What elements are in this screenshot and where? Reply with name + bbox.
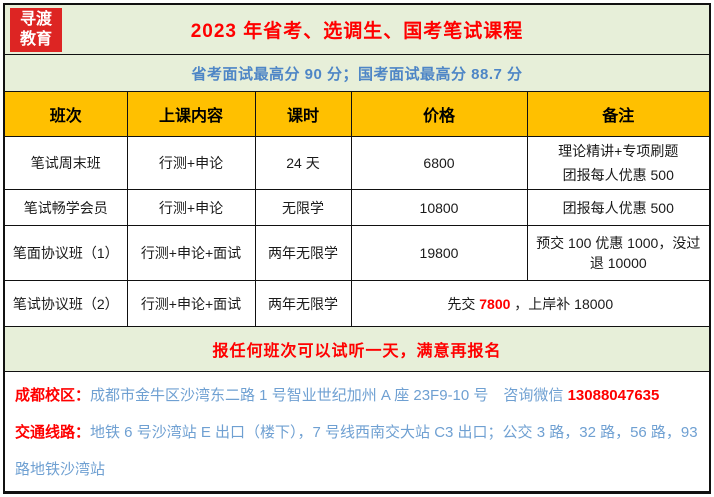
cell-content: 行测+申论 (126, 189, 256, 226)
cell-hours: 无限学 (254, 189, 352, 226)
traffic-line: 交通线路：地铁 6 号沙湾站 E 出口（楼下），7 号线西南交大站 C3 出口；… (15, 414, 699, 488)
trial-notice-text: 报任何班次可以试听一天，满意再报名 (212, 343, 502, 360)
price-prefix: 先交 (447, 295, 480, 312)
wechat-phone-number: 13088047635 (567, 387, 660, 404)
column-header-class: 班次 (5, 91, 128, 137)
column-header-content: 上课内容 (126, 91, 256, 137)
price-suffix: ，上岸补 18000 (510, 295, 614, 312)
campus-address: 成都市金牛区沙湾东二路 1 号智业世纪加州 A 座 23F9-10 号 咨询微信 (90, 387, 568, 404)
cell-hours: 两年无限学 (254, 280, 352, 327)
table-row: 笔试周末班 行测+申论 24 天 6800 理论精讲+专项刷题 团报每人优惠 5… (5, 136, 709, 190)
table-row: 笔面协议班（1） 行测+申论+面试 两年无限学 19800 预交 100 优惠 … (5, 225, 709, 281)
cell-remark: 理论精讲+专项刷题 团报每人优惠 500 (526, 136, 709, 190)
column-header-remark: 备注 (526, 91, 709, 137)
traffic-text: 地铁 6 号沙湾站 E 出口（楼下），7 号线西南交大站 C3 出口；公交 3 … (15, 424, 698, 478)
remark-line: 团报每人优惠 500 (562, 167, 674, 183)
title-bar: 寻渡 教育 2023 年省考、选调生、国考笔试课程 (5, 5, 709, 55)
table-row: 笔试协议班（2） 行测+申论+面试 两年无限学 先交 7800 ，上岸补 180… (5, 280, 709, 327)
traffic-label: 交通线路： (15, 424, 91, 441)
cell-remark: 团报每人优惠 500 (526, 189, 709, 226)
logo-text-line2: 教育 (19, 31, 52, 48)
price-highlight: 7800 (479, 295, 511, 312)
cell-remark: 预交 100 优惠 1000，没过退 10000 (526, 225, 709, 281)
top-scores-banner: 省考面试最高分 90 分；国考面试最高分 88.7 分 (5, 55, 709, 91)
course-price-sheet: 寻渡 教育 2023 年省考、选调生、国考笔试课程 省考面试最高分 90 分；国… (3, 3, 711, 494)
campus-label: 成都校区： (15, 387, 91, 404)
remark-line: 理论精讲+专项刷题 (558, 143, 679, 159)
cell-price: 19800 (350, 225, 528, 281)
cell-content: 行测+申论+面试 (126, 280, 256, 327)
page-title: 2023 年省考、选调生、国考笔试课程 (190, 21, 524, 42)
campus-line: 成都校区：成都市金牛区沙湾东二路 1 号智业世纪加州 A 座 23F9-10 号… (15, 377, 699, 414)
cell-class-name: 笔试协议班（2） (5, 280, 128, 327)
cell-price: 10800 (350, 189, 528, 226)
logo-text-line1: 寻渡 (19, 11, 52, 28)
cell-class-name: 笔试周末班 (5, 136, 128, 190)
cell-hours: 两年无限学 (254, 225, 352, 281)
top-scores-text: 省考面试最高分 90 分；国考面试最高分 88.7 分 (191, 65, 523, 83)
column-header-price: 价格 (350, 91, 528, 137)
cell-content: 行测+申论+面试 (126, 225, 256, 281)
cell-class-name: 笔面协议班（1） (5, 225, 128, 281)
table-row: 笔试畅学会员 行测+申论 无限学 10800 团报每人优惠 500 (5, 189, 709, 226)
cell-content: 行测+申论 (126, 136, 256, 190)
trial-notice-banner: 报任何班次可以试听一天，满意再报名 (5, 327, 709, 372)
table-header-row: 班次 上课内容 课时 价格 备注 (5, 91, 709, 137)
xundu-education-logo: 寻渡 教育 (10, 8, 62, 52)
cell-price: 6800 (350, 136, 528, 190)
column-header-hours: 课时 (254, 91, 352, 137)
cell-class-name: 笔试畅学会员 (5, 189, 128, 226)
course-table: 班次 上课内容 课时 价格 备注 笔试周末班 行测+申论 24 天 6800 理… (5, 91, 709, 327)
footer-info: 成都校区：成都市金牛区沙湾东二路 1 号智业世纪加州 A 座 23F9-10 号… (5, 372, 709, 491)
cell-hours: 24 天 (254, 136, 352, 190)
cell-merged-price: 先交 7800 ，上岸补 18000 (350, 280, 709, 327)
